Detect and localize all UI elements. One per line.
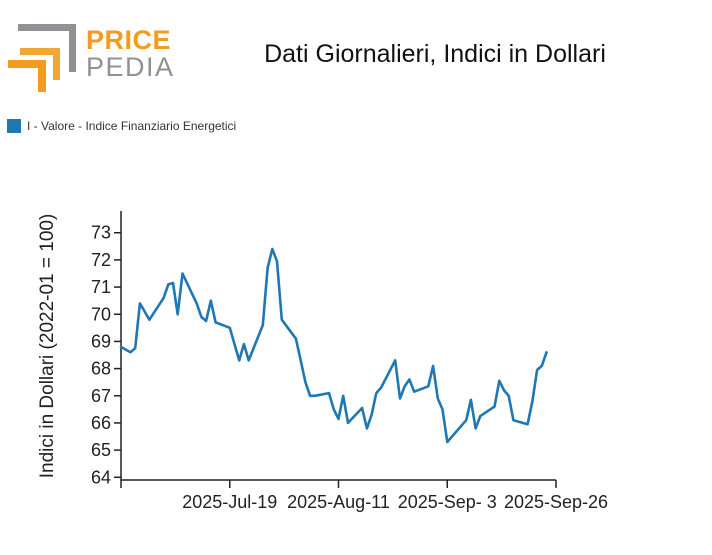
- logo-text-price: PRICE: [86, 25, 172, 55]
- logo-text-pedia: PEDIA: [86, 52, 175, 82]
- y-tick-label: 72: [91, 250, 111, 270]
- x-tick-label: 2025-Sep-26: [504, 492, 608, 512]
- x-tick-label: 2025-Jul-19: [182, 492, 277, 512]
- legend-label: I - Valore - Indice Finanziario Energeti…: [27, 119, 237, 133]
- logo-gray-bracket: [18, 24, 76, 72]
- pricepedia-logo: PRICE PEDIA: [8, 22, 173, 92]
- logo-orange-bracket-1: [8, 60, 46, 92]
- chart-title: Dati Giornalieri, Indici in Dollari: [264, 40, 606, 68]
- y-axis-label: Indici in Dollari (2022-01 = 100): [37, 214, 58, 479]
- legend: I - Valore - Indice Finanziario Energeti…: [7, 119, 236, 133]
- y-tick-label: 73: [91, 223, 111, 243]
- x-tick-label: 2025-Sep- 3: [398, 492, 497, 512]
- y-tick-label: 64: [91, 467, 111, 487]
- x-tick-label: 2025-Aug-11: [287, 492, 390, 512]
- y-tick-label: 70: [91, 304, 111, 324]
- logo-orange-bracket-2: [20, 48, 60, 80]
- y-tick-label: 66: [91, 413, 111, 433]
- y-tick-label: 69: [91, 331, 111, 351]
- series-line: [119, 247, 548, 444]
- logo-mark: [8, 24, 76, 92]
- y-tick-label: 65: [91, 440, 111, 460]
- y-tick-label: 71: [91, 277, 111, 297]
- legend-swatch: [7, 119, 21, 133]
- chart-marks: [119, 247, 548, 444]
- y-tick-label: 68: [91, 359, 111, 379]
- axes: 64 65 66 67 68 69 70 71 72 73 2025-Jul-19 2025-Aug-…: [91, 211, 608, 512]
- y-tick-label: 67: [91, 386, 111, 406]
